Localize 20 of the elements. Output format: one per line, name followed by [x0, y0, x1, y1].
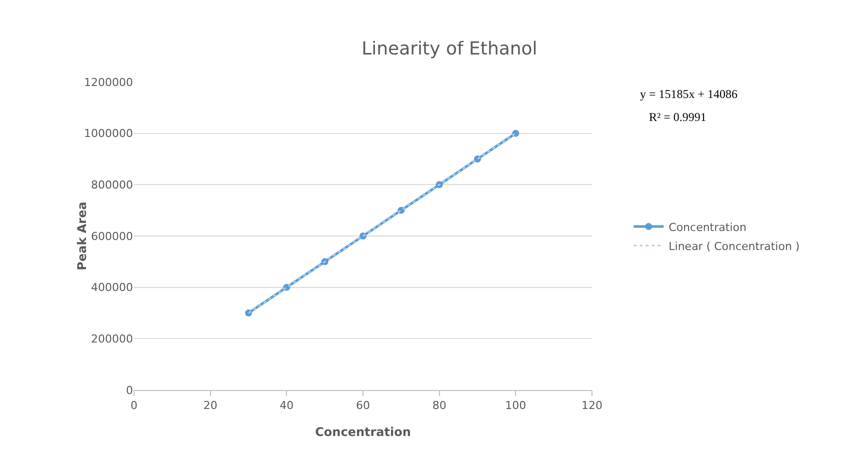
- x-tick-label: 60: [356, 399, 370, 412]
- x-tick-label: 20: [203, 399, 218, 412]
- x-tick-label: 80: [432, 399, 446, 412]
- y-tick-label: 0: [126, 384, 133, 397]
- x-axis-title: Concentration: [315, 425, 411, 439]
- y-tick-label: 600000: [91, 230, 133, 243]
- text: R² = 0.9991: [649, 110, 706, 124]
- x-tick-label: 40: [280, 399, 294, 412]
- legend-label: Concentration: [668, 220, 746, 234]
- x-tick-label: 120: [582, 399, 602, 412]
- x-tick-label: 100: [505, 399, 526, 412]
- text: y = 15185x + 14086: [640, 87, 738, 101]
- legend-label: Linear ( Concentration ): [668, 240, 800, 253]
- y-axis-title: Peak Area: [75, 202, 89, 270]
- y-tick-label: 1000000: [84, 127, 133, 140]
- y-tick-label: 800000: [91, 178, 133, 192]
- y-tick-label: 1200000: [84, 76, 133, 89]
- y-tick-label: 400000: [91, 281, 133, 294]
- chart-title: Linearity of Ethanol: [362, 38, 538, 60]
- y-tick-label: 200000: [91, 332, 133, 346]
